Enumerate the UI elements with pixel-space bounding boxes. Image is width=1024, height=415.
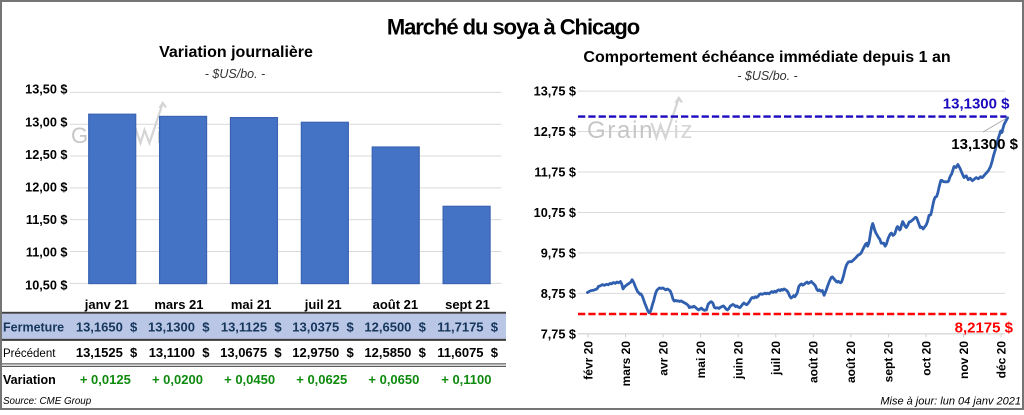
svg-text:août 21: août 21 xyxy=(373,297,419,312)
svg-text:+ 0,0650: + 0,0650 xyxy=(368,372,419,387)
svg-text:- $US/bo. -: - $US/bo. - xyxy=(205,67,265,81)
svg-text:sept 21: sept 21 xyxy=(445,297,490,312)
svg-text:déc 20: déc 20 xyxy=(994,341,1008,379)
svg-text:+ 0,0125: + 0,0125 xyxy=(80,372,131,387)
svg-text:13,1125 $: 13,1125 $ xyxy=(221,319,282,334)
svg-text:11,75 $: 11,75 $ xyxy=(534,166,576,180)
svg-text:12,75 $: 12,75 $ xyxy=(534,125,576,139)
svg-text:- $US/bo. -: - $US/bo. - xyxy=(737,69,797,83)
svg-text:Précédent: Précédent xyxy=(3,348,56,360)
svg-text:12,5850 $: 12,5850 $ xyxy=(364,345,426,360)
svg-text:10,50 $: 10,50 $ xyxy=(25,278,67,292)
svg-text:8,75 $: 8,75 $ xyxy=(541,287,576,301)
svg-text:Variation: Variation xyxy=(3,373,56,387)
svg-text:+ 0,1100: + 0,1100 xyxy=(441,372,491,387)
svg-text:mai 21: mai 21 xyxy=(231,297,271,312)
svg-text:10,75 $: 10,75 $ xyxy=(534,206,576,220)
svg-text:+ 0,0200: + 0,0200 xyxy=(152,372,203,387)
svg-text:févr 20: févr 20 xyxy=(581,341,595,380)
svg-text:Grain: Grain xyxy=(587,117,654,144)
svg-text:sept 20: sept 20 xyxy=(882,341,896,383)
svg-text:oct 20: oct 20 xyxy=(919,341,933,376)
svg-text:Source: CME Group: Source: CME Group xyxy=(3,396,92,407)
svg-text:janv 21: janv 21 xyxy=(84,297,129,312)
svg-text:13,0375 $: 13,0375 $ xyxy=(292,319,354,334)
svg-text:Variation journalière: Variation journalière xyxy=(159,44,313,61)
svg-text:13,0675 $: 13,0675 $ xyxy=(220,345,282,360)
svg-text:13,50 $: 13,50 $ xyxy=(25,83,67,97)
svg-text:13,75 $: 13,75 $ xyxy=(534,85,576,99)
svg-text:mars 21: mars 21 xyxy=(154,297,203,312)
svg-text:13,1300 $: 13,1300 $ xyxy=(943,96,1010,113)
svg-text:août 20: août 20 xyxy=(844,341,858,383)
svg-text:Mise à jour: lun 04 janv 2021: Mise à jour: lun 04 janv 2021 xyxy=(880,396,1021,408)
svg-text:Fermeture: Fermeture xyxy=(3,320,64,334)
svg-text:avr 20: avr 20 xyxy=(656,341,670,376)
svg-text:11,6075 $: 11,6075 $ xyxy=(437,345,498,360)
svg-text:+ 0,0450: + 0,0450 xyxy=(224,372,275,387)
svg-text:13,1300 $: 13,1300 $ xyxy=(148,319,210,334)
svg-text:13,1650 $: 13,1650 $ xyxy=(76,319,138,334)
svg-text:11,7175 $: 11,7175 $ xyxy=(437,319,498,334)
svg-text:8,2175 $: 8,2175 $ xyxy=(955,320,1014,337)
svg-text:12,9750 $: 12,9750 $ xyxy=(292,345,354,360)
svg-text:7,75 $: 7,75 $ xyxy=(541,327,576,341)
svg-text:mars 20: mars 20 xyxy=(619,341,633,387)
svg-text:12,00 $: 12,00 $ xyxy=(25,181,67,195)
svg-text:+ 0,0625: + 0,0625 xyxy=(296,372,347,387)
svg-text:13,1525 $: 13,1525 $ xyxy=(76,345,138,360)
svg-text:12,6500 $: 12,6500 $ xyxy=(364,319,426,334)
svg-text:Marché du soya à Chicago: Marché du soya à Chicago xyxy=(387,15,640,40)
svg-text:Comportement échéance immédi: Comportement échéance immédiate depuis 1… xyxy=(583,49,950,66)
svg-text:iz: iz xyxy=(674,117,695,144)
svg-text:mai 20: mai 20 xyxy=(694,341,708,379)
svg-text:nov 20: nov 20 xyxy=(957,341,971,379)
svg-text:13,1300 $: 13,1300 $ xyxy=(951,136,1018,153)
svg-text:13,1100 $: 13,1100 $ xyxy=(149,345,210,360)
svg-text:12,50 $: 12,50 $ xyxy=(25,148,67,162)
svg-text:9,75 $: 9,75 $ xyxy=(541,246,576,260)
svg-text:11,50 $: 11,50 $ xyxy=(26,213,68,227)
svg-text:juil 20: juil 20 xyxy=(769,341,783,376)
svg-text:juin 20: juin 20 xyxy=(732,341,746,380)
svg-text:juil 21: juil 21 xyxy=(304,297,342,312)
svg-text:11,00 $: 11,00 $ xyxy=(26,246,68,260)
svg-text:août 20: août 20 xyxy=(807,341,821,383)
svg-text:13,00 $: 13,00 $ xyxy=(25,115,67,129)
